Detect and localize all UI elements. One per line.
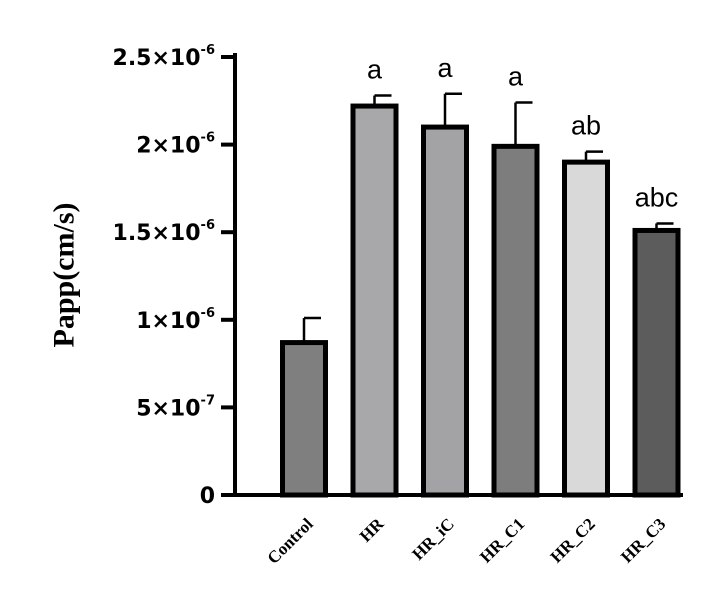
x-tick-label: HR_C3: [617, 514, 669, 566]
significance-label: a: [367, 55, 383, 85]
x-tick-label: HR_iC: [408, 514, 457, 563]
y-tick-exponent: -6: [201, 131, 215, 146]
y-tick-label: 2.5×10-6: [113, 43, 215, 71]
y-tick-exponent: -6: [201, 218, 215, 233]
bar-hr-c2: [562, 159, 610, 498]
y-tick-base: 1×10: [136, 309, 200, 334]
bar-hr-ic: [421, 124, 469, 498]
y-tick-base: 2×10: [136, 134, 200, 159]
y-tick-base: 2.5×10: [113, 46, 201, 71]
bar-control: [280, 340, 328, 498]
y-tick-base: 1.5×10: [113, 221, 201, 246]
y-tick-exponent: -6: [201, 306, 215, 321]
y-tick-label: 5×10-7: [136, 393, 215, 421]
y-axis-label: Papp(cm/s): [48, 203, 81, 348]
y-tick-label: 1×10-6: [136, 306, 215, 334]
y-tick-label: 1.5×10-6: [113, 218, 215, 246]
y-tick-base: 0: [200, 484, 215, 509]
bars: [280, 103, 681, 498]
y-axis-ticks: 05×10-71×10-61.5×10-62×10-62.5×10-6: [113, 43, 235, 509]
significance-label: a: [437, 53, 453, 83]
significance-label: a: [508, 62, 524, 92]
bar-hr: [350, 103, 399, 498]
bar-hr-c1: [491, 143, 540, 498]
x-tick-label: HR: [356, 514, 388, 546]
x-tick-label: HR_C2: [547, 514, 599, 566]
y-tick-exponent: -7: [201, 393, 215, 408]
y-tick-label: 2×10-6: [136, 131, 215, 159]
y-tick-base: 5×10: [136, 396, 200, 421]
y-tick-label: 0: [200, 484, 215, 509]
bar-hr-c3: [632, 227, 681, 498]
significance-labels: a a a ab abc: [367, 53, 678, 213]
x-axis-labels: Control HR HR_iC HR_C1 HR_C2 HR_C3: [264, 514, 670, 568]
error-bars: [302, 92, 674, 343]
significance-label: ab: [571, 111, 601, 141]
y-tick-exponent: -6: [201, 43, 215, 58]
x-tick-label: Control: [264, 514, 317, 567]
significance-label: abc: [635, 182, 679, 212]
x-tick-label: HR_C1: [476, 514, 528, 566]
